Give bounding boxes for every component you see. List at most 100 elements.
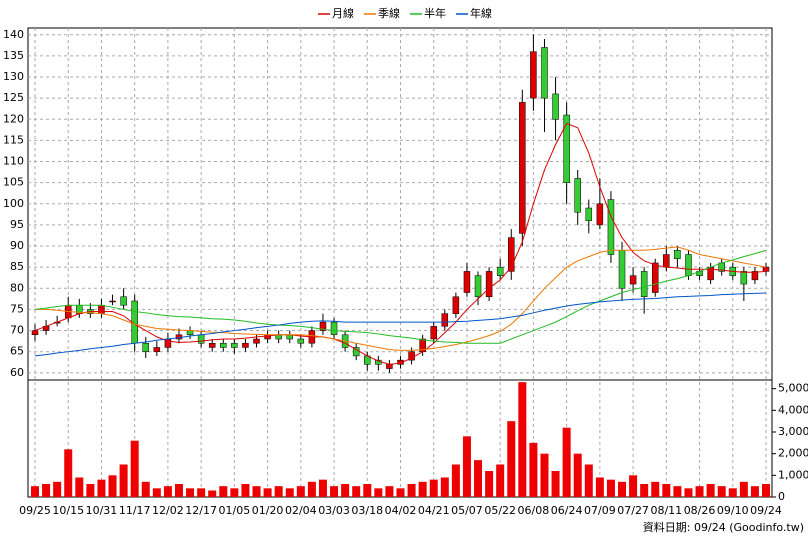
y-tick-label: 80 — [10, 281, 24, 294]
x-tick-label: 12/17 — [185, 504, 217, 517]
volume-bar — [529, 442, 538, 497]
candle-body — [474, 275, 482, 298]
volume-bar — [285, 488, 294, 497]
volume-bar — [584, 464, 593, 497]
candle-body — [31, 330, 39, 336]
candle-body — [253, 338, 260, 344]
volume-bar — [551, 471, 560, 497]
candle-body — [319, 321, 327, 331]
volume-bar — [352, 486, 361, 497]
y-tick-label: 100 — [3, 197, 24, 210]
volume-bar — [750, 486, 759, 497]
volume-bar — [706, 484, 715, 497]
volume-bar — [108, 475, 117, 497]
volume-bar — [573, 453, 582, 497]
candle-body — [674, 250, 681, 259]
ma-line — [34, 122, 767, 365]
volume-bar — [728, 488, 737, 497]
volume-bar — [540, 453, 549, 497]
candle-body — [231, 342, 238, 348]
y-tick-label: 125 — [3, 91, 24, 104]
volume-bar — [75, 477, 84, 497]
candle-body — [607, 199, 615, 255]
volume-bar — [618, 481, 627, 497]
x-tick-label: 07/27 — [617, 504, 649, 517]
x-tick-label: 01/05 — [219, 504, 251, 517]
candle-body — [208, 342, 216, 348]
volume-bar — [507, 421, 516, 497]
candle-body — [430, 326, 437, 340]
volume-bar — [86, 484, 95, 497]
y-tick-label: 90 — [10, 239, 24, 252]
volume-bar — [673, 486, 682, 497]
x-tick-label: 03/03 — [318, 504, 350, 517]
x-tick-label: 03/18 — [351, 504, 383, 517]
candle-body — [618, 250, 626, 289]
x-tick-label: 07/09 — [584, 504, 616, 517]
volume-bar — [42, 484, 51, 497]
x-tick-label: 05/07 — [451, 504, 483, 517]
volume-bar — [518, 382, 527, 497]
volume-bar — [684, 488, 693, 497]
x-tick-label: 01/20 — [252, 504, 284, 517]
candle-body — [441, 313, 449, 327]
volume-bar — [318, 479, 327, 497]
volume-bar — [717, 486, 726, 497]
candle-body — [153, 347, 161, 352]
candle-body — [530, 51, 537, 99]
volume-bar — [31, 486, 39, 497]
candle-body — [220, 342, 227, 348]
volume-bar — [429, 479, 438, 497]
volume-bar — [152, 488, 161, 497]
y-tick-label: 140 — [3, 28, 24, 41]
x-tick-label: 10/31 — [86, 504, 118, 517]
x-tick-label: 04/02 — [385, 504, 417, 517]
y-tick-label: 115 — [3, 133, 24, 146]
volume-bar — [64, 449, 73, 497]
ma-line — [35, 246, 767, 351]
volume-bar — [208, 490, 217, 497]
candle-body — [663, 254, 670, 268]
x-tick-label: 08/11 — [650, 504, 682, 517]
volume-bar — [130, 440, 139, 497]
ma-line — [34, 249, 767, 344]
y-tick-label: 75 — [10, 302, 24, 315]
y-tick-label: 110 — [3, 155, 24, 168]
y-tick-label: 135 — [3, 49, 24, 62]
y-tick-label: 95 — [10, 218, 24, 231]
y-tick-label: 65 — [10, 345, 24, 358]
x-tick-label: 06/24 — [551, 504, 583, 517]
volume-bar — [263, 488, 272, 497]
volume-bar — [662, 484, 671, 497]
candle-body — [640, 271, 648, 298]
candle-body — [740, 271, 748, 285]
y2-tick-label: 5,000 — [778, 382, 808, 395]
candle-body — [552, 93, 559, 120]
volume-bar — [451, 464, 460, 497]
y-tick-label: 120 — [3, 112, 24, 125]
volume-bar — [496, 464, 505, 497]
volume-bar — [739, 481, 748, 497]
volume-bar — [396, 488, 405, 497]
volume-bar — [141, 481, 150, 497]
y2-tick-label: 0 — [778, 490, 785, 503]
volume-bar — [363, 484, 372, 497]
volume-bar — [418, 481, 427, 497]
volume-bar — [640, 484, 649, 497]
x-tick-label: 02/04 — [285, 504, 317, 517]
ma-line — [34, 292, 767, 357]
volume-bar — [163, 486, 172, 497]
candle-body — [519, 102, 526, 234]
candle-body — [574, 178, 581, 213]
volume-bar — [197, 488, 206, 497]
candle-body — [386, 364, 393, 369]
candle-body — [330, 321, 338, 336]
candle-body — [596, 203, 604, 226]
x-tick-label: 09/24 — [750, 504, 782, 517]
volume-bar — [485, 471, 494, 497]
volume-bar — [762, 484, 770, 497]
candle-body — [463, 271, 471, 293]
y2-tick-label: 1,000 — [778, 468, 808, 481]
candle-body — [242, 342, 249, 348]
